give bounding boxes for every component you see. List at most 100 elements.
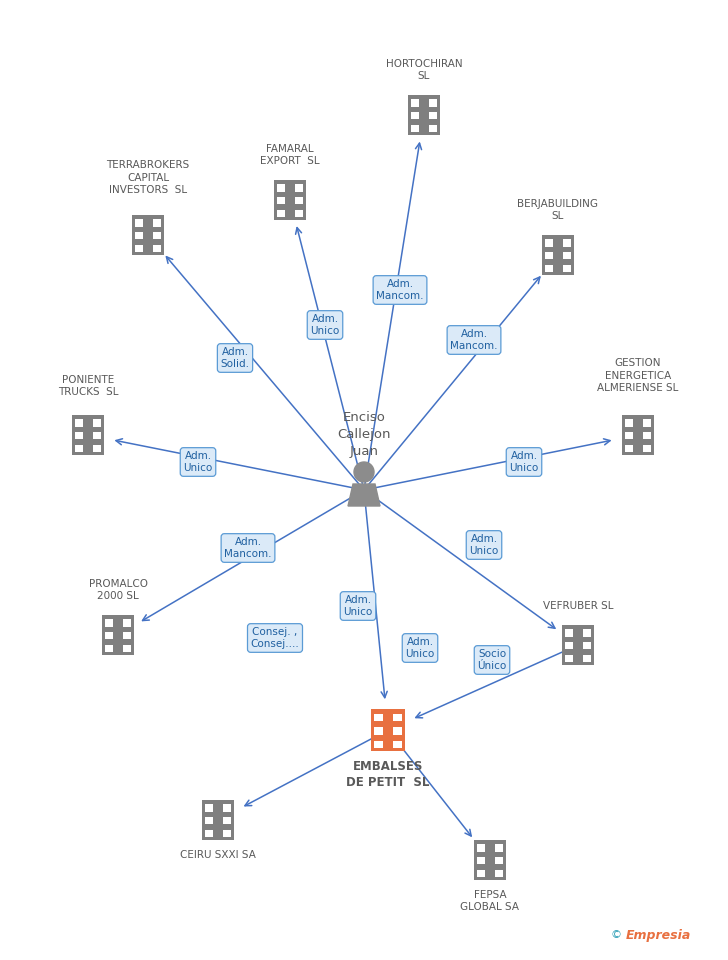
FancyBboxPatch shape <box>495 857 503 864</box>
FancyBboxPatch shape <box>643 445 651 452</box>
Text: VEFRUBER SL: VEFRUBER SL <box>543 601 613 611</box>
FancyBboxPatch shape <box>545 252 553 259</box>
FancyBboxPatch shape <box>93 420 101 426</box>
FancyBboxPatch shape <box>583 630 591 636</box>
FancyBboxPatch shape <box>295 210 303 217</box>
Text: Adm.
Solid.: Adm. Solid. <box>221 347 250 370</box>
FancyBboxPatch shape <box>277 184 285 192</box>
FancyBboxPatch shape <box>105 633 113 639</box>
FancyBboxPatch shape <box>105 619 113 627</box>
FancyBboxPatch shape <box>583 642 591 649</box>
Text: Adm.
Unico: Adm. Unico <box>470 534 499 556</box>
Text: CEIRU SXXI SA: CEIRU SXXI SA <box>180 850 256 860</box>
Text: GESTION
ENERGETICA
ALMERIENSE SL: GESTION ENERGETICA ALMERIENSE SL <box>597 358 678 393</box>
FancyBboxPatch shape <box>408 95 440 135</box>
FancyBboxPatch shape <box>411 100 419 107</box>
FancyBboxPatch shape <box>565 655 573 662</box>
FancyBboxPatch shape <box>223 804 231 811</box>
Text: Adm.
Unico: Adm. Unico <box>183 451 213 473</box>
FancyBboxPatch shape <box>274 180 306 220</box>
FancyBboxPatch shape <box>625 445 633 452</box>
FancyBboxPatch shape <box>75 445 83 452</box>
FancyBboxPatch shape <box>562 625 594 665</box>
FancyBboxPatch shape <box>429 100 437 107</box>
Circle shape <box>354 462 374 482</box>
Text: Empresia: Empresia <box>626 928 692 942</box>
FancyBboxPatch shape <box>625 432 633 440</box>
FancyBboxPatch shape <box>277 210 285 217</box>
Text: Adm.
Mancom.: Adm. Mancom. <box>450 328 498 351</box>
Text: Adm.
Unico: Adm. Unico <box>310 314 340 336</box>
FancyBboxPatch shape <box>295 197 303 204</box>
FancyBboxPatch shape <box>295 184 303 192</box>
FancyBboxPatch shape <box>371 709 405 751</box>
FancyBboxPatch shape <box>393 713 402 721</box>
Text: Adm.
Unico: Adm. Unico <box>344 595 373 617</box>
FancyBboxPatch shape <box>105 645 113 652</box>
FancyBboxPatch shape <box>123 619 131 627</box>
FancyBboxPatch shape <box>72 415 104 455</box>
FancyBboxPatch shape <box>223 830 231 837</box>
FancyBboxPatch shape <box>411 125 419 132</box>
Text: PROMALCO
2000 SL: PROMALCO 2000 SL <box>89 579 148 601</box>
FancyBboxPatch shape <box>643 420 651 426</box>
FancyBboxPatch shape <box>202 800 234 840</box>
FancyBboxPatch shape <box>153 220 161 227</box>
FancyBboxPatch shape <box>429 125 437 132</box>
FancyBboxPatch shape <box>477 845 485 852</box>
FancyBboxPatch shape <box>565 642 573 649</box>
FancyBboxPatch shape <box>411 112 419 119</box>
Text: BERJABUILDING
SL: BERJABUILDING SL <box>518 199 598 221</box>
FancyBboxPatch shape <box>135 220 143 227</box>
FancyBboxPatch shape <box>123 645 131 652</box>
Text: HORTOCHIRAN
SL: HORTOCHIRAN SL <box>386 59 462 81</box>
FancyBboxPatch shape <box>622 415 654 455</box>
FancyBboxPatch shape <box>75 432 83 440</box>
FancyBboxPatch shape <box>495 845 503 852</box>
Text: Socio
Único: Socio Único <box>478 649 507 671</box>
FancyBboxPatch shape <box>563 252 571 259</box>
FancyBboxPatch shape <box>545 239 553 247</box>
FancyBboxPatch shape <box>583 655 591 662</box>
FancyBboxPatch shape <box>205 804 213 811</box>
FancyBboxPatch shape <box>135 232 143 239</box>
FancyBboxPatch shape <box>205 830 213 837</box>
FancyBboxPatch shape <box>93 445 101 452</box>
FancyBboxPatch shape <box>393 727 402 734</box>
FancyBboxPatch shape <box>563 265 571 273</box>
FancyBboxPatch shape <box>565 630 573 636</box>
FancyBboxPatch shape <box>277 197 285 204</box>
FancyBboxPatch shape <box>135 245 143 252</box>
FancyBboxPatch shape <box>474 840 506 880</box>
Polygon shape <box>348 484 380 506</box>
FancyBboxPatch shape <box>93 432 101 440</box>
FancyBboxPatch shape <box>374 713 383 721</box>
Text: Adm.
Unico: Adm. Unico <box>510 451 539 473</box>
FancyBboxPatch shape <box>153 245 161 252</box>
Text: Adm.
Unico: Adm. Unico <box>405 636 435 660</box>
Text: FAMARAL
EXPORT  SL: FAMARAL EXPORT SL <box>260 144 320 166</box>
Text: EMBALSES
DE PETIT  SL: EMBALSES DE PETIT SL <box>347 760 430 789</box>
Text: ©: © <box>610 930 621 940</box>
Text: TERRABROKERS
CAPITAL
INVESTORS  SL: TERRABROKERS CAPITAL INVESTORS SL <box>106 160 189 195</box>
FancyBboxPatch shape <box>542 235 574 275</box>
FancyBboxPatch shape <box>223 817 231 825</box>
FancyBboxPatch shape <box>205 817 213 825</box>
Text: FEPSA
GLOBAL SA: FEPSA GLOBAL SA <box>461 890 520 912</box>
FancyBboxPatch shape <box>625 420 633 426</box>
FancyBboxPatch shape <box>153 232 161 239</box>
Text: Enciso
Callejon
Juan: Enciso Callejon Juan <box>337 411 391 458</box>
FancyBboxPatch shape <box>545 265 553 273</box>
FancyBboxPatch shape <box>477 870 485 877</box>
FancyBboxPatch shape <box>374 740 383 748</box>
FancyBboxPatch shape <box>495 870 503 877</box>
Text: PONIENTE
TRUCKS  SL: PONIENTE TRUCKS SL <box>58 374 118 397</box>
FancyBboxPatch shape <box>374 727 383 734</box>
FancyBboxPatch shape <box>563 239 571 247</box>
Text: Consej. ,
Consej....: Consej. , Consej.... <box>250 627 299 649</box>
FancyBboxPatch shape <box>75 420 83 426</box>
FancyBboxPatch shape <box>393 740 402 748</box>
Text: Adm.
Mancom.: Adm. Mancom. <box>224 537 272 559</box>
FancyBboxPatch shape <box>123 633 131 639</box>
FancyBboxPatch shape <box>132 215 164 255</box>
